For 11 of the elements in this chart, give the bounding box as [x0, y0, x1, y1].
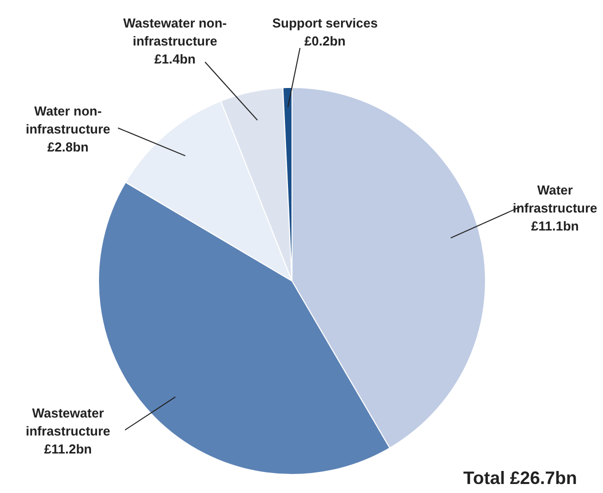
data-label: £11.2bn	[44, 442, 92, 457]
data-label: £2.8bn	[47, 140, 89, 155]
slice-label: Wastewater non-infrastructure	[123, 16, 227, 49]
data-label: £0.2bn	[304, 34, 346, 49]
slice-label: Wastewater infrastructure	[26, 406, 110, 439]
slice-label: Water infrastructure	[512, 182, 598, 216]
slice-label: Support services	[272, 16, 378, 31]
data-label: £1.4bn	[154, 52, 196, 67]
data-label: £11.1bn	[531, 218, 579, 234]
text: Total £26.7bn	[463, 468, 577, 489]
slice-label: Water non-infrastructure	[26, 104, 110, 137]
